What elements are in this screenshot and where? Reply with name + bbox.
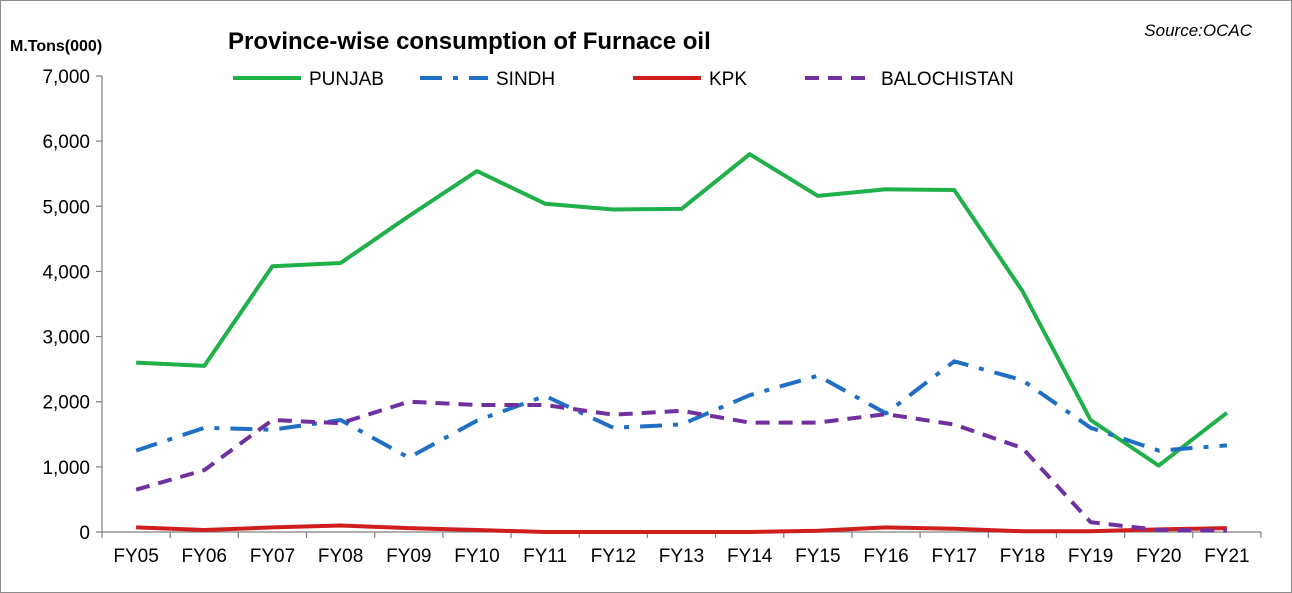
x-tick-label: FY09: [386, 546, 431, 567]
x-tick-label: FY11: [523, 546, 567, 567]
x-tick-label: FY16: [863, 546, 908, 567]
y-axis-unit-label: M.Tons(000): [10, 38, 102, 55]
chart-title: Province-wise consumption of Furnace oil: [228, 28, 711, 55]
x-tick-label: FY17: [931, 546, 976, 567]
x-tick-label: FY20: [1136, 546, 1181, 567]
y-tick-label: 5,000: [42, 197, 90, 218]
x-tick-label: FY12: [591, 546, 636, 567]
x-tick-label: FY15: [795, 546, 840, 567]
legend-label-sindh: SINDH: [496, 69, 555, 90]
series-line-sindh: [135, 359, 1228, 460]
series-line-punjab: [136, 152, 1229, 468]
x-tick-label: FY08: [318, 546, 363, 567]
x-tick-label: FY05: [113, 546, 158, 567]
series-lines: [135, 152, 1229, 534]
y-tick-label: 7,000: [42, 67, 90, 88]
series-line-kpk: [136, 523, 1227, 534]
x-tick-label: FY21: [1204, 546, 1249, 567]
x-tick-label: FY19: [1068, 546, 1113, 567]
x-tick-label: FY10: [454, 546, 499, 567]
y-tick-label: 3,000: [42, 328, 90, 349]
y-tick-label: 6,000: [42, 132, 90, 153]
x-tick-label: FY14: [727, 546, 773, 567]
y-tick-label: 1,000: [42, 458, 90, 479]
x-tick-label: FY06: [182, 546, 227, 567]
source-note: Source:OCAC: [1144, 21, 1252, 40]
x-tick-label: FY13: [659, 546, 704, 567]
y-tick-label: 4,000: [42, 262, 90, 283]
legend-label-balochistan: BALOCHISTAN: [881, 69, 1014, 90]
legend: PUNJAB SINDH KPK BALOCHISTAN: [233, 69, 1014, 90]
x-tick-label: FY18: [1000, 546, 1045, 567]
y-tick-label: 0: [79, 523, 90, 544]
y-tick-label: 2,000: [42, 393, 90, 414]
x-tick-label: FY07: [250, 546, 295, 567]
legend-label-kpk: KPK: [709, 69, 747, 90]
series-line-balochistan: [135, 399, 1227, 533]
legend-label-punjab: PUNJAB: [309, 69, 384, 90]
axes: 0 1,000 2,000 3,000 4,000 5,000 6,000 7,000 FY05…: [42, 67, 1262, 567]
